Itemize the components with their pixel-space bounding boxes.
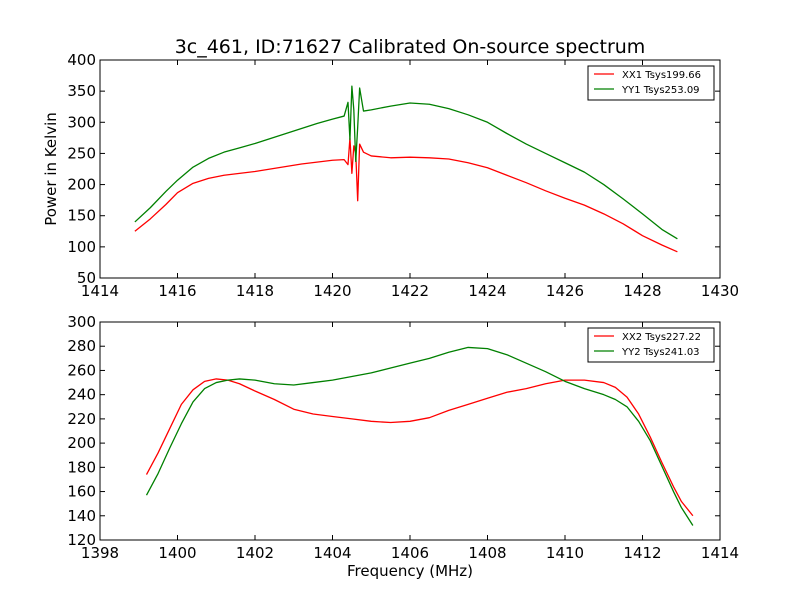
x-axis-label: Frequency (MHz)	[347, 562, 473, 580]
x-tick-label: 1426	[546, 282, 584, 300]
legend: XX2 Tsys227.22 YY2 Tsys241.03	[587, 327, 715, 363]
legend-label: XX2 Tsys227.22	[622, 332, 701, 343]
x-tick-label: 1424	[468, 282, 506, 300]
x-tick-label: 1418	[236, 282, 274, 300]
y-axis-label: Power in Kelvin	[42, 112, 60, 226]
x-tick-label: 1404	[313, 544, 351, 562]
chart-title: 3c_461, ID:71627 Calibrated On-source sp…	[175, 36, 646, 58]
x-tick-label: 1414	[701, 544, 739, 562]
chart-2: 1398 1400 1402 1404 1406 1408 1410 1412 1414 120 1…	[67, 313, 739, 580]
y-tick-label: 240	[67, 386, 96, 404]
y-tick-label: 200	[67, 434, 96, 452]
x-tick-label: 1410	[546, 544, 584, 562]
series-line-xx1	[134, 137, 678, 253]
y-tick-label: 250	[67, 144, 96, 162]
y-tick-label: 150	[67, 207, 96, 225]
y-tick-label: 300	[67, 113, 96, 131]
x-tick-label: 1422	[391, 282, 429, 300]
legend-label: YY1 Tsys253.09	[621, 85, 700, 96]
chart-1: 1414 1416 1418 1420 1422 1424 1426 1428 1430 50 10…	[42, 51, 739, 300]
x-tick-label: 1416	[158, 282, 196, 300]
x-tick-label: 1402	[236, 544, 274, 562]
x-tick-label: 1408	[468, 544, 506, 562]
y-tick-label: 100	[67, 238, 96, 256]
legend: XX1 Tsys199.66 YY1 Tsys253.09	[587, 65, 715, 101]
legend-label: YY2 Tsys241.03	[621, 347, 700, 358]
y-tick-label: 160	[67, 483, 96, 501]
x-tick-label: 1400	[158, 544, 196, 562]
x-tick-label: 1430	[701, 282, 739, 300]
x-tick-label: 1414	[81, 282, 119, 300]
plots: 1414 1416 1418 1420 1422 1424 1426 1428 1430 50 10…	[42, 51, 739, 580]
legend-label: XX1 Tsys199.66	[622, 70, 701, 81]
series-line-yy1	[134, 85, 678, 240]
y-tick-label: 180	[67, 458, 96, 476]
y-tick-label: 300	[67, 313, 96, 331]
legend-box	[587, 65, 715, 101]
y-tick-label: 260	[67, 361, 96, 379]
y-tick-label: 140	[67, 507, 96, 525]
y-tick-label: 220	[67, 410, 96, 428]
x-tick-label: 1406	[391, 544, 429, 562]
y-tick-label: 400	[67, 51, 96, 69]
y-tick-label: 200	[67, 176, 96, 194]
y-tick-label: 120	[67, 531, 96, 549]
y-tick-label: 280	[67, 337, 96, 355]
y-tick-label: 350	[67, 82, 96, 100]
y-tick-label: 50	[77, 269, 96, 287]
x-tick-label: 1412	[623, 544, 661, 562]
series-line-xx2	[145, 378, 694, 517]
x-tick-label: 1420	[313, 282, 351, 300]
legend-box	[587, 327, 715, 363]
x-tick-label: 1398	[81, 544, 119, 562]
x-tick-label: 1428	[623, 282, 661, 300]
series-line-yy2	[145, 346, 694, 526]
